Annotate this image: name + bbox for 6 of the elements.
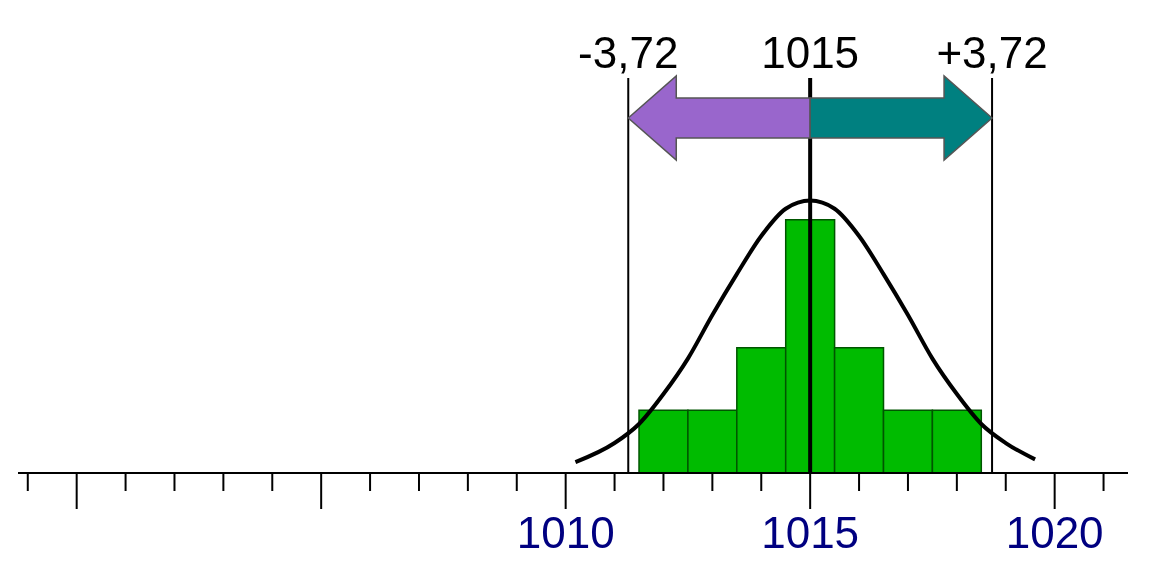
x-tick-label: 1010: [516, 508, 615, 558]
text: -3,72: [578, 28, 679, 77]
ref-line-label: 1015: [761, 28, 860, 77]
text: +3,72: [936, 28, 1048, 77]
x-tick-label: 1020: [1005, 508, 1104, 558]
x-tick-label: 1015: [761, 508, 860, 558]
